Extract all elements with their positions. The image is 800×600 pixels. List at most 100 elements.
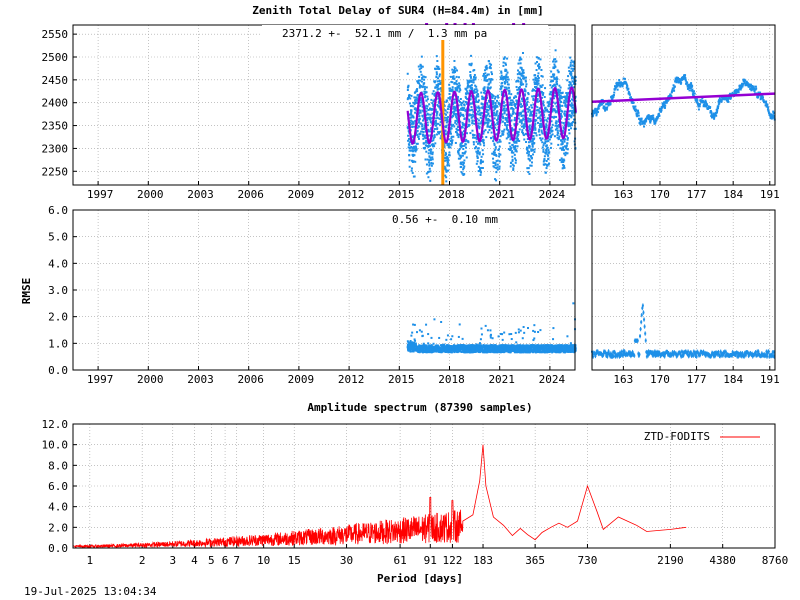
ztd-recent-point — [664, 104, 667, 107]
rmse-data-point — [419, 344, 422, 347]
ztd-data-point — [451, 68, 454, 71]
ztd-data-point — [452, 112, 455, 115]
ztd-data-point — [406, 72, 409, 75]
ztd-data-point — [414, 98, 417, 101]
ztd-data-point — [531, 144, 534, 147]
ztd-data-point — [446, 120, 449, 123]
x-tick-label: 2003 — [187, 188, 214, 201]
ztd-data-point — [532, 135, 535, 138]
ztd-data-point — [502, 130, 505, 133]
ztd-data-point — [516, 122, 519, 125]
ztd-data-point — [574, 95, 577, 98]
ztd-data-point — [539, 117, 542, 120]
ztd-data-point — [478, 119, 481, 122]
ztd-data-point — [438, 114, 441, 117]
ztd-data-point — [567, 118, 570, 121]
rmse-data-point — [414, 339, 417, 342]
ztd-data-point — [454, 119, 457, 122]
ztd-recent-point — [637, 114, 640, 117]
ztd-data-point — [488, 107, 491, 110]
ztd-data-point — [459, 89, 462, 92]
ztd-data-point — [458, 133, 461, 136]
ztd-data-point — [453, 98, 456, 101]
rmse-data-point — [414, 342, 417, 345]
ztd-data-point — [425, 163, 428, 166]
ztd-data-point — [422, 131, 425, 134]
ztd-data-point — [479, 170, 482, 173]
ztd-data-point — [519, 77, 522, 80]
rmse-data-point — [521, 337, 524, 340]
ztd-recent-point — [706, 103, 709, 106]
ztd-data-point — [415, 109, 418, 112]
ztd-data-point — [429, 108, 432, 111]
ztd-data-point — [495, 179, 498, 182]
ztd-data-point — [480, 119, 483, 122]
ztd-data-point — [533, 137, 536, 140]
ztd-data-point — [492, 95, 495, 98]
ztd-recent-point — [616, 85, 619, 88]
ztd-data-point — [503, 105, 506, 108]
ztd-data-point — [445, 180, 448, 183]
ztd-data-point — [559, 159, 562, 162]
ztd-data-point — [518, 140, 521, 143]
ztd-data-point — [494, 133, 497, 136]
ztd-data-point — [421, 119, 424, 122]
ztd-data-point — [527, 167, 530, 170]
rmse-data-point — [474, 344, 477, 347]
ztd-data-point — [553, 73, 556, 76]
ztd-data-point — [563, 112, 566, 115]
ztd-data-point — [567, 66, 570, 69]
ztd-data-point — [416, 142, 419, 145]
ztd-data-point — [418, 86, 421, 89]
ztd-data-point — [557, 70, 560, 73]
ztd-data-point — [475, 140, 478, 143]
ztd-data-point — [521, 51, 524, 54]
ztd-data-point — [456, 88, 459, 91]
ztd-recent-point — [676, 79, 679, 82]
ztd-data-point — [447, 138, 450, 141]
ztd-data-point — [516, 88, 519, 91]
ztd-data-point — [431, 153, 434, 156]
rmse-data-point — [427, 342, 430, 345]
ztd-data-point — [529, 139, 532, 142]
ztd-data-point — [487, 121, 490, 124]
ztd-data-point — [435, 110, 438, 113]
ztd-data-point — [469, 109, 472, 112]
spectrum-xlabel: Period [days] — [377, 572, 463, 585]
ztd-data-point — [573, 107, 576, 110]
ztd-data-point — [428, 155, 431, 158]
ztd-data-point — [505, 104, 508, 107]
ztd-data-point — [537, 64, 540, 67]
ztd-data-point — [569, 100, 572, 103]
rmse-data-point — [478, 347, 481, 350]
ztd-data-point — [446, 99, 449, 102]
ztd-data-point — [531, 95, 534, 98]
ztd-data-point — [483, 79, 486, 82]
rmse-data-point — [494, 344, 497, 347]
ztd-data-point — [553, 58, 556, 61]
ztd-data-point — [492, 101, 495, 104]
ztd-recent-point — [593, 109, 596, 112]
ztd-data-point — [529, 119, 532, 122]
ztd-data-point — [414, 160, 417, 163]
ztd-recent-point — [656, 117, 659, 120]
ztd-recent-point — [749, 84, 752, 87]
ztd-data-point — [492, 109, 495, 112]
ztd-data-point — [554, 65, 557, 68]
ztd-data-point — [512, 140, 515, 143]
ztd-data-point — [551, 129, 554, 132]
ztd-data-point — [519, 72, 522, 75]
ztd-data-point — [508, 135, 511, 138]
ztd-data-point — [568, 132, 571, 135]
ztd-data-point — [550, 70, 553, 73]
rmse-data-point — [489, 336, 492, 339]
ztd-data-point — [492, 100, 495, 103]
ztd-data-point — [418, 125, 421, 128]
ztd-data-point — [572, 82, 575, 85]
ztd-data-point — [571, 109, 574, 112]
ztd-data-point — [435, 75, 438, 78]
ztd-data-point — [539, 122, 542, 125]
ztd-data-point — [477, 93, 480, 96]
ztd-data-point — [553, 78, 556, 81]
ztd-data-point — [493, 166, 496, 169]
